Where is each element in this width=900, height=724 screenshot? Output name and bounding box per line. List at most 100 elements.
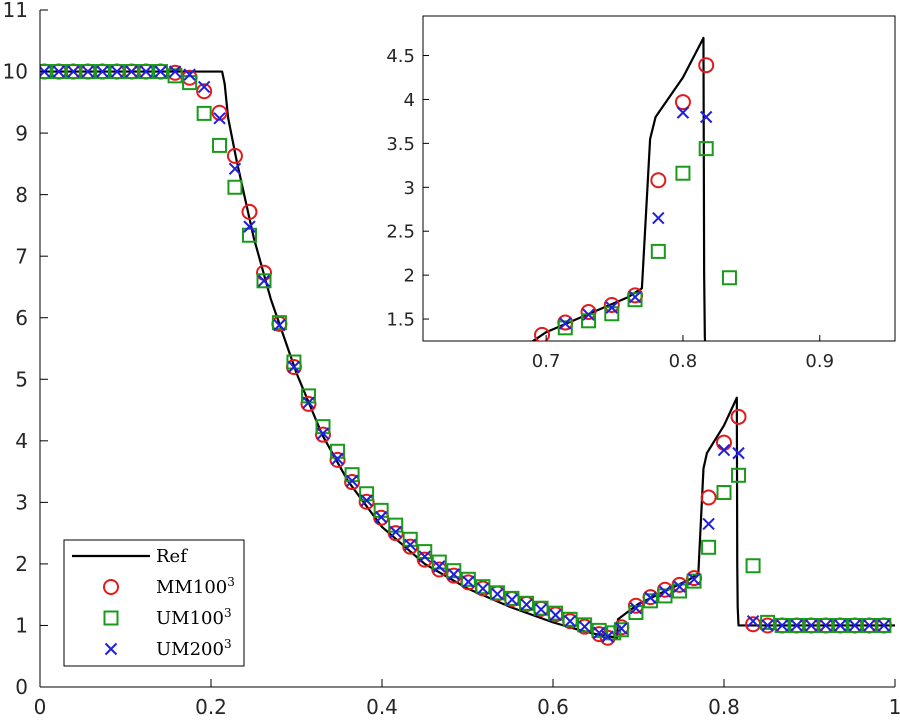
inset-y-tick-label: 4 [404,90,415,111]
inset-point-um200 [605,301,619,314]
main-point-um200 [67,65,80,78]
main-point-um100 [271,315,287,331]
main-point-um200 [601,630,614,643]
main-series-um200 [40,65,891,643]
main-point-um200 [732,446,745,460]
legend-label: UM2003 [156,637,232,660]
main-point-um100 [606,625,622,641]
main-point-um200 [197,80,211,94]
main-point-um200 [805,619,818,632]
main-point-um100 [212,137,228,153]
main-point-um200 [658,585,672,598]
inset-point-mm100 [698,57,715,74]
main-x-tick-label: 1 [889,695,900,719]
main-point-um200 [418,550,431,563]
main-point-um200 [228,162,242,175]
legend-entry-ref: Ref [72,546,188,567]
inset-series-um200 [559,106,713,330]
main-point-um100 [227,179,243,195]
main-point-um100 [196,105,212,121]
main-point-um100 [731,467,747,483]
inset-point-um100 [650,243,666,259]
main-y-tick-label: 6 [15,306,28,330]
main-point-um100 [577,617,593,633]
main-point-um100 [548,605,564,621]
main-point-um100 [876,617,892,633]
main-point-um200 [389,525,402,539]
main-point-um100 [138,64,154,80]
main-y-tick-label: 9 [15,121,28,145]
main-point-mm100 [226,147,243,164]
main-point-um200 [476,582,490,595]
legend-label: UM1003 [156,606,232,629]
main-point-um200 [302,396,315,409]
main-point-um200 [139,65,153,78]
main-point-um200 [563,614,577,628]
main-point-um200 [125,65,138,78]
main-point-um200 [52,65,66,78]
legend-label: MM1003 [156,575,235,598]
inset-y-tick-label: 3.5 [386,134,415,155]
inset-point-mm100 [580,304,597,321]
main-y-tick-label: 0 [15,675,28,699]
main-point-um200 [702,517,715,531]
main-point-um100 [286,354,302,370]
main-point-um200 [491,587,504,601]
main-point-mm100 [700,489,717,506]
main-point-mm100 [211,104,228,121]
main-y-tick-label: 10 [3,60,28,84]
legend-entry-mm100: MM1003 [103,575,235,598]
main-x-tick-label: 0.6 [537,695,569,719]
main-point-um200 [592,626,606,640]
inset-point-um200 [676,106,690,119]
main-point-um100 [861,617,877,633]
main-point-um100 [642,593,658,609]
main-point-mm100 [241,203,258,220]
main-point-um200 [717,443,731,457]
main-point-um200 [644,591,657,604]
main-point-um100 [657,588,673,604]
inset-series-ref [531,36,707,341]
main-point-mm100 [196,83,213,100]
inset-point-um100 [721,270,737,286]
main-point-um200 [345,474,359,488]
inset-point-um100 [675,165,691,181]
main-point-um200 [360,494,373,507]
inset-point-um100 [557,320,573,336]
main-point-um200 [848,619,862,632]
main-x-tick-label: 0.2 [195,695,227,719]
main-point-um100 [241,227,257,243]
main-point-mm100 [730,408,747,425]
legend-label: Ref [156,546,188,567]
main-point-um100 [446,563,462,579]
main-point-um100 [256,273,272,289]
main-y-tick-label: 5 [15,367,28,391]
main-point-um200 [629,602,643,615]
inset-y-tick-label: 2 [404,266,415,287]
inset-ref-line [531,36,707,341]
legend-entry-um200: UM2003 [104,637,232,660]
main-point-um200 [834,619,847,632]
main-point-um100 [591,622,607,638]
main-series-um100 [40,64,892,641]
legend-marker-mm100 [103,579,119,595]
main-point-um100 [504,590,520,606]
main-point-um200 [447,568,461,581]
main-point-um200 [775,619,789,632]
main-point-um100 [672,583,688,599]
main-point-um200 [819,619,832,632]
main-point-um100 [832,617,848,633]
main-point-um100 [65,64,81,80]
main-point-um100 [153,64,169,80]
legend-entry-um100: UM1003 [103,606,232,629]
inset-point-um200 [559,317,572,330]
main-point-um200 [374,510,388,524]
inset-point-mm100 [674,94,691,111]
legend-marker-um100 [103,610,119,626]
main-point-um200 [168,65,182,78]
main-point-um100 [686,573,702,589]
inset-point-um200 [582,308,595,321]
main-point-um100 [803,617,819,633]
main-point-um100 [774,617,790,633]
main-point-um200 [534,603,548,616]
